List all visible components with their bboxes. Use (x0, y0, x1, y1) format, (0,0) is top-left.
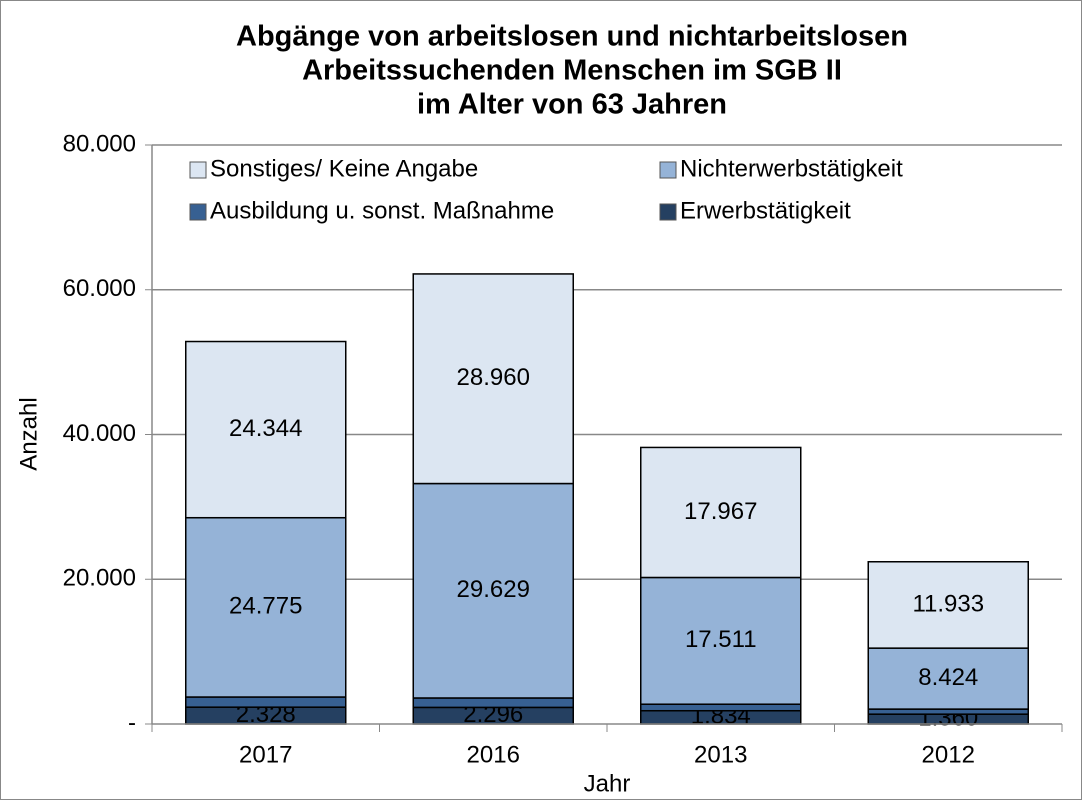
legend-swatch (189, 161, 207, 179)
y-tick-label: 60.000 (63, 275, 136, 302)
data-label: 17.511 (685, 626, 757, 653)
bar-segment (867, 561, 1029, 649)
chart-title: im Alter von 63 Jahren (417, 89, 727, 121)
data-label: 28.960 (457, 364, 530, 391)
chart-title: Abgänge von arbeitslosen und nichtarbeit… (236, 21, 908, 53)
y-tick-label: 40.000 (63, 420, 136, 447)
bar-segment (185, 696, 347, 708)
bar-segment (185, 340, 347, 519)
y-tick-label: 80.000 (63, 130, 136, 157)
legend-label: Nichterwerbstätigkeit (680, 155, 903, 182)
bar-segment (412, 273, 574, 485)
bar-segment (867, 708, 1029, 715)
bar-segment (640, 576, 802, 705)
legend-swatch (189, 203, 207, 221)
x-tick-label: 2017 (239, 741, 292, 768)
bar-segment (412, 482, 574, 699)
bar-segment (640, 703, 802, 712)
legend-swatch (659, 161, 677, 179)
bar-segment (412, 697, 574, 709)
x-axis-label: Jahr (584, 770, 631, 797)
chart-title: Arbeitssuchenden Menschen im SGB II (302, 55, 842, 87)
data-label: 24.344 (229, 415, 302, 442)
y-axis-label: Anzahl (15, 397, 42, 470)
data-label: 29.629 (457, 576, 530, 603)
bar-segment (640, 446, 802, 579)
bar-segment (185, 516, 347, 698)
x-tick-label: 2016 (467, 741, 520, 768)
y-tick-label: - (128, 709, 136, 736)
legend-swatch (659, 203, 677, 221)
data-label: 24.775 (229, 593, 302, 620)
x-tick-label: 2012 (922, 741, 975, 768)
bar-segment (867, 647, 1029, 710)
data-label: 8.424 (918, 664, 978, 691)
data-label: 11.933 (912, 590, 984, 617)
legend-label: Erwerbstätigkeit (680, 197, 851, 224)
x-tick-label: 2013 (694, 741, 747, 768)
y-tick-label: 20.000 (63, 565, 136, 592)
legend-label: Sonstiges/ Keine Angabe (210, 155, 478, 182)
legend-label: Ausbildung u. sonst. Maßnahme (210, 197, 554, 224)
data-label: 17.967 (684, 498, 757, 525)
